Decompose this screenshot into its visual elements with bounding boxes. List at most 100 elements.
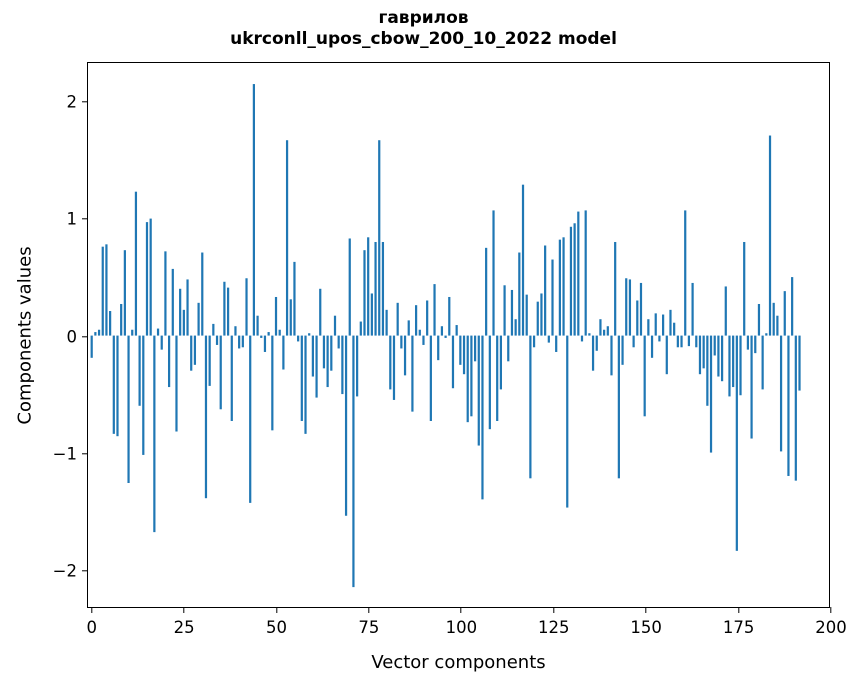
bar <box>289 299 292 336</box>
bar <box>503 285 506 336</box>
bar <box>101 246 104 336</box>
x-axis-tick-label: 50 <box>266 618 288 637</box>
bar <box>389 335 392 390</box>
x-axis-tick <box>737 607 739 613</box>
bar <box>459 335 462 365</box>
bar <box>149 218 152 336</box>
bar <box>271 335 274 431</box>
bar <box>381 241 385 336</box>
y-axis-tick <box>82 570 88 572</box>
y-axis-label-text: Components values <box>14 245 36 425</box>
bar <box>105 244 108 336</box>
bar <box>297 335 300 342</box>
bar <box>720 335 724 382</box>
bar <box>186 279 189 336</box>
bar <box>724 286 727 336</box>
bar <box>706 335 709 406</box>
bar <box>787 335 790 476</box>
bar <box>212 323 215 336</box>
bar <box>455 325 458 336</box>
bar <box>127 335 130 483</box>
y-axis-tick-label: 0 <box>66 327 78 347</box>
chart-title-line-2: ukrconll_upos_cbow_200_10_2022 model <box>230 29 617 49</box>
bar <box>794 335 797 481</box>
bar <box>215 335 219 345</box>
x-axis-tick-label: 0 <box>86 618 97 637</box>
bar <box>588 333 591 336</box>
bar <box>573 223 576 336</box>
bar <box>249 335 252 503</box>
bar <box>746 335 750 350</box>
bar <box>175 335 178 432</box>
bar <box>754 335 757 354</box>
bar <box>226 287 230 336</box>
bar <box>621 335 624 365</box>
bar <box>636 300 639 336</box>
bar <box>617 335 620 479</box>
bar <box>308 333 311 336</box>
bar <box>739 335 742 396</box>
y-axis-tick-label: 1 <box>66 209 78 229</box>
bar <box>507 335 510 362</box>
x-axis-label: Vector components <box>371 652 546 673</box>
x-axis-tick-label: 150 <box>630 618 662 637</box>
bar <box>492 210 495 336</box>
bar <box>599 319 602 336</box>
bar <box>422 335 425 345</box>
x-axis-tick <box>368 607 370 613</box>
bar <box>201 252 204 336</box>
bar <box>385 309 388 336</box>
bar <box>197 302 200 336</box>
bar <box>768 135 772 336</box>
bar <box>293 261 296 336</box>
bar <box>451 335 455 389</box>
bar <box>676 335 679 348</box>
bar <box>120 303 123 336</box>
bar <box>628 279 632 336</box>
bar <box>260 335 263 338</box>
bar <box>156 328 160 336</box>
plot-area: −2 −1 0 1 2 0 25 50 75 100 125 150 175 200 <box>53 62 847 637</box>
bar <box>396 302 399 336</box>
bar <box>123 250 126 336</box>
bar <box>356 335 359 397</box>
bar <box>134 191 138 336</box>
bar <box>680 335 683 348</box>
bar <box>352 335 355 588</box>
bar <box>485 247 488 336</box>
bar <box>658 335 661 342</box>
bar <box>757 303 761 336</box>
bar <box>798 335 801 391</box>
bar <box>337 335 340 349</box>
bar <box>662 314 665 336</box>
bar <box>544 245 547 336</box>
bar <box>167 335 171 388</box>
x-axis-tick-label: 175 <box>722 618 755 637</box>
bar <box>330 335 333 371</box>
bar <box>131 329 134 336</box>
bar <box>518 252 521 336</box>
bar <box>230 335 233 421</box>
bar <box>717 335 720 377</box>
bar <box>595 335 598 351</box>
bar <box>691 282 694 336</box>
bar <box>713 335 716 356</box>
bar <box>735 335 738 551</box>
bar <box>282 335 285 370</box>
bar <box>669 309 672 336</box>
bar <box>444 335 447 338</box>
bar <box>341 335 344 395</box>
x-axis-tick-label: 100 <box>445 618 478 637</box>
bar <box>426 300 429 336</box>
bar <box>529 335 532 479</box>
bar <box>238 335 241 349</box>
bar <box>433 284 436 336</box>
bar <box>164 251 167 336</box>
y-axis-tick <box>82 453 88 455</box>
chart-title: гаврилов ukrconll_upos_cbow_200_10_2022 … <box>0 8 847 50</box>
x-axis-tick-label: 25 <box>173 618 195 637</box>
bar <box>643 335 646 417</box>
bar <box>344 335 348 516</box>
bar <box>256 315 259 336</box>
bar <box>160 335 163 350</box>
